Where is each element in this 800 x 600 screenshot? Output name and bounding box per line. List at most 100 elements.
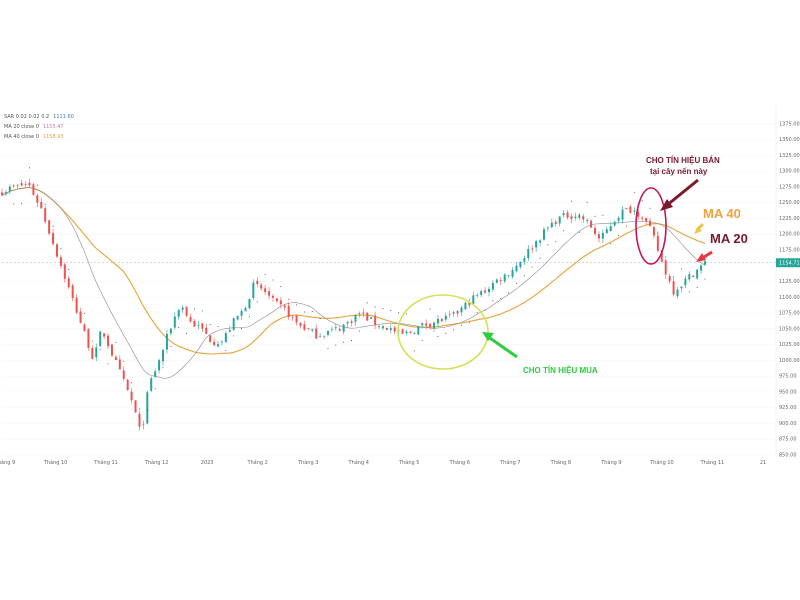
sar-dot xyxy=(83,312,85,314)
sar-dot xyxy=(382,308,384,310)
candle-body xyxy=(645,218,648,222)
candle-body xyxy=(546,227,549,229)
sar-dot xyxy=(209,323,211,325)
candle-body xyxy=(165,333,168,350)
sar-dot xyxy=(586,201,588,203)
candle-body xyxy=(523,258,526,262)
candle-body xyxy=(283,305,286,308)
x-tick-label: Tháng 12 xyxy=(144,459,169,466)
y-tick-label: 1025.00 xyxy=(779,342,800,348)
candle-body xyxy=(209,335,212,343)
sar-dot xyxy=(657,232,659,234)
sar-dot xyxy=(398,312,400,314)
candle-body xyxy=(130,391,133,401)
candle-body xyxy=(468,302,471,306)
candle-body xyxy=(150,378,153,391)
x-tick-label: Tháng 6 xyxy=(449,459,470,466)
candle-body xyxy=(597,234,600,239)
candle-body xyxy=(621,209,624,220)
sar-dot xyxy=(374,306,376,308)
candle-body xyxy=(613,221,616,226)
x-tick-label: Tháng 2 xyxy=(246,459,267,466)
y-tick-label: 850.00 xyxy=(779,453,797,459)
sar-dot xyxy=(461,324,463,326)
ma20-line xyxy=(1,187,706,379)
candle-body xyxy=(252,282,255,298)
sar-dot xyxy=(390,310,392,312)
candle-body xyxy=(409,331,412,334)
candle-body xyxy=(358,313,361,315)
y-tick-label: 975.00 xyxy=(779,374,797,380)
sar-dot xyxy=(28,167,30,169)
y-tick-label: 875.00 xyxy=(779,437,797,443)
candle-body xyxy=(232,318,235,331)
sar-dot xyxy=(523,275,525,277)
candle-body xyxy=(484,290,487,293)
x-tick-label: Tháng 3 xyxy=(297,459,318,466)
candle-body xyxy=(413,333,416,335)
sar-dot xyxy=(115,341,117,343)
sar-dot xyxy=(76,294,78,296)
legend-ma40-value: 1158.93 xyxy=(42,134,64,140)
candle-body xyxy=(487,288,490,293)
candle-body xyxy=(460,307,463,313)
sar-dot xyxy=(272,279,274,281)
x-tick-label: 21 xyxy=(760,460,766,466)
y-tick-label: 950.00 xyxy=(779,389,797,395)
candle-body xyxy=(499,280,502,282)
sar-dot xyxy=(217,326,219,328)
candle-body xyxy=(87,329,90,348)
candle-body xyxy=(346,321,349,324)
candle-body xyxy=(440,319,443,321)
sar-dot xyxy=(241,328,243,330)
candle-body xyxy=(224,333,227,343)
candle-body xyxy=(570,216,573,219)
buy-signal-marker xyxy=(397,294,489,370)
candle-body xyxy=(649,220,652,226)
candle-body xyxy=(550,222,553,228)
sar-dot xyxy=(296,304,298,306)
candle-body xyxy=(704,261,706,265)
sar-dot xyxy=(170,345,172,347)
candle-body xyxy=(12,185,15,187)
candle-body xyxy=(1,192,3,196)
candle-body xyxy=(609,226,612,232)
sar-dot xyxy=(602,214,604,216)
candle-body xyxy=(574,216,577,218)
candle-body xyxy=(476,294,479,296)
candle-body xyxy=(417,326,420,335)
sar-dot xyxy=(146,409,148,411)
sar-dot xyxy=(138,408,140,410)
sar-dot xyxy=(193,308,195,310)
candle-body xyxy=(452,312,455,314)
gridlines xyxy=(2,123,776,456)
candle-body xyxy=(8,186,11,192)
sar-dot xyxy=(492,300,494,302)
legend-ma20: MA 20 close 0 1155.47 xyxy=(4,124,64,130)
sar-dot xyxy=(13,203,15,205)
legend-sar: SAR 0.02 0.02 0.2 1111.60 xyxy=(4,114,74,120)
candle-body xyxy=(103,333,106,337)
ma20-arrow xyxy=(696,250,713,262)
last-price-tag: 1154.71 xyxy=(776,258,800,268)
sar-dot xyxy=(358,330,360,332)
sar-dot xyxy=(280,286,282,288)
candle-body xyxy=(63,264,66,279)
legend-ma20-value: 1155.47 xyxy=(42,124,64,130)
sar-dot xyxy=(515,282,517,284)
buy-arrow xyxy=(482,332,518,359)
candle-body xyxy=(158,360,161,371)
candle-body xyxy=(311,329,314,331)
candle-body xyxy=(330,328,333,330)
sar-dot xyxy=(429,308,431,310)
x-axis: Tháng 9 Tháng 10 Tháng 11 Tháng 12 2023 Tháng… xyxy=(0,459,766,466)
candle-body xyxy=(244,307,247,312)
sar-dot xyxy=(625,225,627,227)
candle-body xyxy=(177,309,180,317)
sar-dot xyxy=(547,244,549,246)
candle-body xyxy=(32,184,35,195)
candle-body xyxy=(217,344,220,347)
sar-dot xyxy=(154,388,156,390)
candle-body xyxy=(378,325,381,327)
sar-dot xyxy=(264,273,266,275)
